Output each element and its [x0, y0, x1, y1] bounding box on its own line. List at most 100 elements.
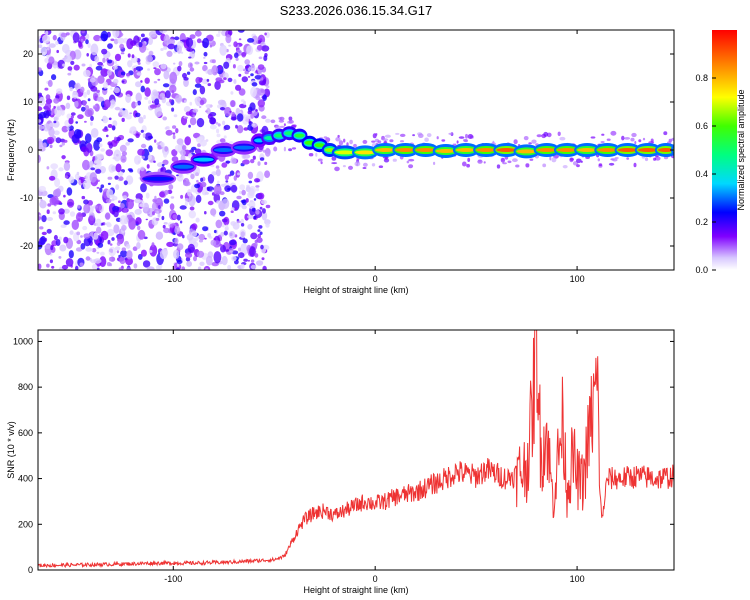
noise-speck — [127, 214, 131, 218]
noise-speck — [156, 142, 160, 146]
noise-speck — [84, 105, 90, 111]
haze-speck — [382, 156, 389, 159]
noise-speck — [104, 223, 108, 225]
noise-speck — [194, 148, 202, 155]
noise-speck — [95, 168, 102, 174]
noise-speck — [56, 88, 63, 94]
noise-speck — [217, 180, 220, 184]
haze-speck — [392, 158, 397, 162]
noise-speck — [68, 250, 74, 259]
haze-speck — [513, 139, 518, 145]
noise-speck — [66, 187, 73, 196]
noise-speck — [163, 198, 170, 204]
noise-speck — [142, 133, 146, 139]
noise-speck — [182, 72, 187, 79]
noise-speck — [173, 249, 180, 259]
noise-speck — [184, 201, 188, 207]
noise-speck — [124, 217, 129, 225]
noise-speck — [64, 55, 73, 63]
noise-speck — [103, 99, 111, 109]
noise-speck — [185, 252, 193, 258]
noise-speck — [143, 114, 146, 120]
noise-speck — [241, 51, 246, 58]
noise-speck — [70, 112, 76, 116]
noise-speck — [130, 199, 135, 202]
noise-speck — [225, 180, 229, 183]
noise-speck — [47, 46, 50, 51]
haze-speck — [371, 163, 376, 167]
ridge-core — [657, 148, 674, 152]
noise-speck — [88, 215, 95, 224]
noise-speck — [113, 78, 119, 84]
noise-speck — [230, 100, 236, 108]
haze-speck — [331, 156, 337, 161]
ridge-core — [143, 176, 174, 181]
noise-speck — [85, 256, 91, 261]
noise-speck — [75, 247, 83, 252]
noise-speck — [235, 57, 239, 61]
haze-speck — [536, 134, 542, 138]
noise-speck — [76, 231, 81, 236]
noise-speck — [71, 134, 80, 144]
noise-speck — [257, 64, 265, 70]
noise-speck — [95, 65, 103, 71]
noise-speck — [233, 79, 237, 84]
haze-speck — [406, 160, 410, 164]
noise-speck — [89, 160, 94, 166]
noise-speck — [94, 166, 98, 170]
noise-speck — [42, 142, 47, 149]
ridge-core — [637, 148, 658, 152]
noise-speck — [83, 237, 91, 247]
noise-speck — [171, 90, 175, 94]
noise-speck — [259, 206, 263, 210]
noise-speck — [135, 193, 143, 200]
noise-speck — [39, 226, 44, 230]
noise-speck — [77, 140, 82, 144]
noise-speck — [75, 265, 79, 270]
noise-speck — [176, 267, 180, 270]
noise-speck — [169, 223, 175, 228]
noise-speck — [231, 111, 236, 117]
noise-speck — [136, 72, 142, 76]
noise-speck — [203, 51, 208, 57]
noise-speck — [164, 146, 169, 152]
haze-speck — [638, 139, 642, 143]
noise-speck — [116, 250, 120, 254]
noise-speck — [171, 107, 175, 112]
noise-speck — [47, 79, 53, 87]
haze-speck — [576, 164, 580, 168]
noise-speck — [218, 79, 225, 84]
noise-speck — [129, 112, 133, 115]
noise-speck — [125, 94, 132, 103]
noise-speck — [264, 170, 271, 178]
haze-speck — [634, 141, 637, 145]
noise-speck — [172, 125, 177, 129]
noise-speck — [68, 176, 75, 184]
noise-speck — [248, 200, 256, 210]
colorbar-ticks: 0.0 0.2 0.4 0.6 0.8 — [695, 73, 716, 275]
noise-speck — [225, 160, 231, 164]
noise-speck — [255, 109, 258, 112]
haze-speck — [418, 133, 424, 138]
snr-ytick-label: 200 — [18, 519, 33, 529]
noise-speck — [51, 74, 57, 81]
haze-speck — [612, 158, 618, 162]
noise-speck — [178, 61, 183, 67]
noise-speck — [153, 81, 158, 84]
noise-speck — [144, 96, 149, 100]
noise-speck — [238, 38, 242, 41]
noise-speck — [112, 157, 117, 160]
noise-speck — [228, 174, 232, 177]
noise-speck — [184, 198, 189, 202]
noise-speck — [137, 253, 143, 260]
noise-speck — [211, 192, 215, 196]
noise-speck — [228, 231, 236, 239]
haze-speck — [436, 136, 439, 140]
haze-speck — [362, 167, 367, 169]
noise-speck — [261, 257, 265, 261]
haze-speck — [507, 160, 512, 164]
noise-speck — [44, 87, 49, 91]
noise-speck — [224, 174, 229, 181]
noise-speck — [53, 97, 60, 104]
